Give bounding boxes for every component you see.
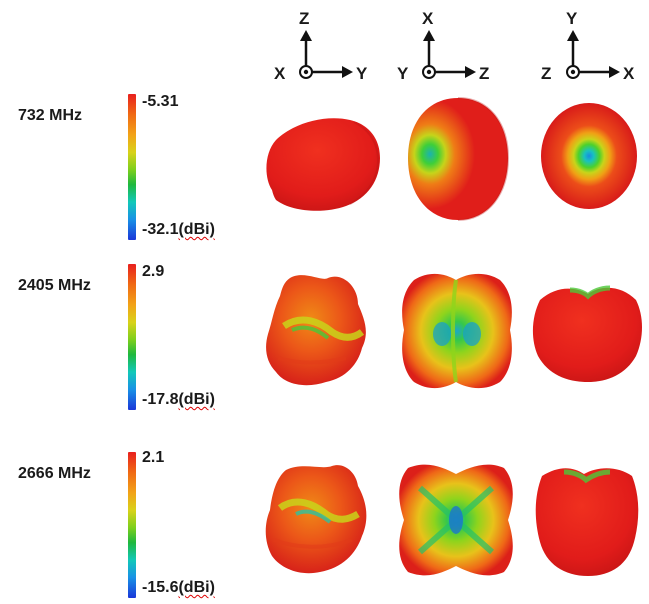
radiation-pattern-view-xyz bbox=[266, 275, 366, 386]
axis-up-label: Z bbox=[299, 9, 310, 28]
radiation-pattern-view-yzx bbox=[399, 464, 513, 576]
axis-right-label: X bbox=[623, 64, 635, 83]
frequency-label: 2405 MHz bbox=[18, 277, 91, 294]
axis-up-label: Y bbox=[566, 9, 578, 28]
axis-out-label: Y bbox=[397, 64, 409, 83]
frequency-label: 732 MHz bbox=[18, 107, 83, 124]
radiation-pattern-view-zxy bbox=[532, 285, 642, 382]
colorbar bbox=[128, 264, 136, 410]
pattern-row-2405: 2405 MHz 2.9 -17.8(dBi) bbox=[0, 258, 649, 428]
radiation-pattern-view-yzx bbox=[402, 273, 512, 389]
axis-set-xyz: Z X Y bbox=[270, 8, 390, 88]
axis-set-yzx: X Y Z bbox=[393, 8, 513, 88]
colorbar-max-label: -5.31 bbox=[142, 93, 179, 110]
colorbar bbox=[128, 94, 136, 240]
axis-up-label: X bbox=[422, 9, 434, 28]
colorbar-max-label: 2.1 bbox=[142, 449, 165, 466]
pattern-row-732: 732 MHz -5.31 -32.1(dBi) bbox=[0, 88, 649, 258]
radiation-pattern-view-xyz bbox=[265, 465, 367, 574]
radiation-pattern-view-xyz bbox=[266, 118, 380, 211]
colorbar-min-label: -15.6(dBi) bbox=[142, 579, 215, 596]
colorbar-min-label: -32.1(dBi) bbox=[142, 221, 215, 238]
radiation-pattern-view-zxy bbox=[541, 103, 637, 209]
axis-right-label: Z bbox=[479, 64, 490, 83]
axis-out-label: Z bbox=[541, 64, 552, 83]
axis-right-label: Y bbox=[356, 64, 368, 83]
colorbar-min-label: -17.8(dBi) bbox=[142, 391, 215, 408]
axis-arrows-icon bbox=[299, 30, 353, 79]
colorbar bbox=[128, 452, 136, 598]
axis-arrows-icon bbox=[422, 30, 476, 79]
radiation-pattern-view-zxy bbox=[535, 468, 639, 576]
axis-set-zxy: Y Z X bbox=[537, 8, 649, 88]
axis-out-label: X bbox=[274, 64, 286, 83]
pattern-row-2666: 2666 MHz 2.1 -15.6(dBi) bbox=[0, 428, 649, 598]
frequency-label: 2666 MHz bbox=[18, 465, 91, 482]
colorbar-max-label: 2.9 bbox=[142, 263, 165, 280]
radiation-pattern-view-yzx bbox=[408, 97, 510, 221]
axis-arrows-icon bbox=[566, 30, 620, 79]
